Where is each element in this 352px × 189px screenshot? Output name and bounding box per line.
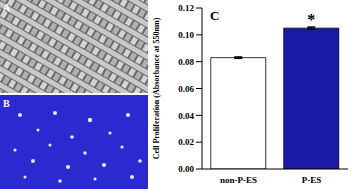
svg-text:0.08: 0.08 (178, 57, 194, 67)
svg-text:0.12: 0.12 (178, 3, 194, 13)
svg-text:0.00: 0.00 (178, 164, 194, 174)
svg-text:*: * (307, 11, 315, 28)
svg-text:non-P-ES: non-P-ES (220, 175, 257, 185)
svg-text:0.06: 0.06 (178, 84, 194, 94)
html-text:C: C (210, 8, 220, 23)
svg-text:Cell Proliferation (Absorbance: Cell Proliferation (Absorbance at 550nm) (152, 17, 161, 159)
svg-text:A: A (8, 2, 11, 13)
svg-text:0.02: 0.02 (178, 137, 194, 147)
svg-text:0.10: 0.10 (178, 30, 194, 40)
svg-text:P-ES: P-ES (302, 175, 322, 185)
svg-text:B: B (8, 98, 10, 109)
svg-text:0.04: 0.04 (178, 111, 194, 121)
